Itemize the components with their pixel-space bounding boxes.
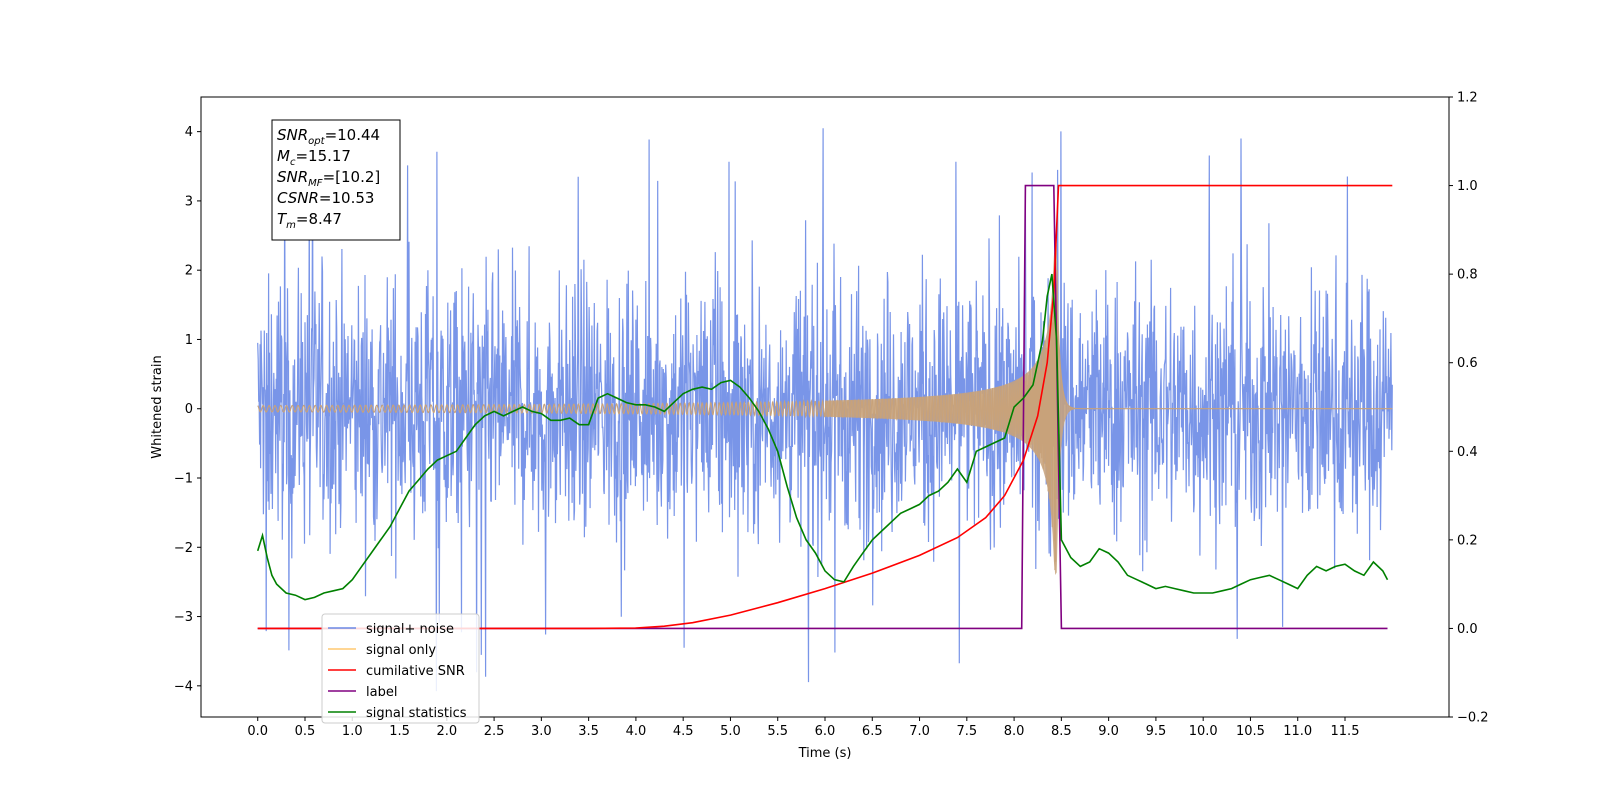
signal-only-envelope <box>825 242 1100 575</box>
legend-label: signal+ noise <box>366 622 454 637</box>
y-right-tick-label: 1.2 <box>1457 91 1478 106</box>
y-left-tick-label: 4 <box>185 125 193 140</box>
annotation-box: SNRopt=10.44Mc=15.17SNRMF=[10.2]CSNR=10.… <box>271 119 401 241</box>
x-tick-label: 1.0 <box>342 724 363 739</box>
y-axis-left-ticks: 4 3 2 1 0 −1 −2 −3 −4 <box>174 125 201 694</box>
legend-label: cumilative SNR <box>366 664 465 679</box>
y-right-tick-label: 0.0 <box>1457 622 1478 637</box>
right-axis-series <box>256 184 1393 630</box>
y-right-tick-label: 0.2 <box>1457 533 1478 548</box>
x-tick-label: 9.0 <box>1098 724 1119 739</box>
legend-label: label <box>366 685 397 700</box>
x-tick-label: 10.5 <box>1236 724 1265 739</box>
annotation-line: SNRopt=10.44 <box>277 126 380 147</box>
x-tick-label: 8.5 <box>1051 724 1072 739</box>
x-tick-label: 0.5 <box>295 724 316 739</box>
x-tick-label: 1.5 <box>389 724 410 739</box>
x-tick-label: 5.5 <box>767 724 788 739</box>
series-signal-only <box>257 242 1393 575</box>
x-tick-label: 7.0 <box>909 724 930 739</box>
x-axis-label: Time (s) <box>798 746 852 761</box>
x-tick-label: 4.5 <box>673 724 694 739</box>
y-left-tick-label: 2 <box>185 264 193 279</box>
x-tick-label: 8.0 <box>1004 724 1025 739</box>
label-line <box>257 184 1388 630</box>
legend: signal+ noise signal only cumilative SNR la… <box>321 613 480 724</box>
x-tick-label: 3.0 <box>531 724 552 739</box>
x-tick-label: 3.5 <box>578 724 599 739</box>
cumilative-snr-line <box>257 184 1393 630</box>
y-left-tick-label: −4 <box>174 679 193 694</box>
y-right-tick-label: 0.4 <box>1457 445 1478 460</box>
y-left-tick-label: 3 <box>185 194 193 209</box>
x-tick-label: 6.5 <box>862 724 883 739</box>
y-right-tick-label: −0.2 <box>1457 711 1489 726</box>
annotation-line: Tm=8.47 <box>277 210 342 231</box>
x-tick-label: 7.5 <box>956 724 977 739</box>
signal-noise-line <box>257 128 1393 692</box>
x-tick-label: 11.0 <box>1283 724 1312 739</box>
y-right-tick-label: 0.8 <box>1457 268 1478 283</box>
x-tick-label: 5.0 <box>720 724 741 739</box>
legend-label: signal only <box>366 643 436 658</box>
x-tick-label: 6.0 <box>815 724 836 739</box>
x-tick-label: 9.5 <box>1146 724 1167 739</box>
y-left-tick-label: −1 <box>174 472 193 487</box>
y-axis-right-ticks: 1.2 1.0 0.8 0.6 0.4 0.2 0.0 −0.2 <box>1449 91 1489 726</box>
x-tick-label: 0.0 <box>247 724 268 739</box>
y-left-tick-label: 0 <box>185 402 193 417</box>
y-left-tick-label: 1 <box>185 333 193 348</box>
y-right-tick-label: 1.0 <box>1457 179 1478 194</box>
x-tick-label: 2.5 <box>484 724 505 739</box>
x-tick-label: 2.0 <box>436 724 457 739</box>
signal-statistics-line <box>256 273 1389 601</box>
y-left-tick-label: −2 <box>174 541 193 556</box>
x-tick-label: 4.0 <box>626 724 647 739</box>
legend-label: signal statistics <box>366 706 467 721</box>
x-axis-ticks: 0.0 0.5 1.0 1.5 2.0 2.5 3.0 3.5 4.0 4.5 5.0 5.5 6.0 6… <box>247 717 1359 739</box>
series-signal-noise <box>257 128 1393 692</box>
y-left-tick-label: −3 <box>174 610 193 625</box>
y-axis-label: Whitened strain <box>150 355 165 458</box>
y-right-tick-label: 0.6 <box>1457 356 1478 371</box>
x-tick-label: 10.0 <box>1189 724 1218 739</box>
x-tick-label: 11.5 <box>1331 724 1360 739</box>
annotation-line: CSNR=10.53 <box>277 189 374 207</box>
annotation-line: SNRMF=[10.2] <box>277 168 380 189</box>
annotation-line: Mc=15.17 <box>277 147 351 168</box>
